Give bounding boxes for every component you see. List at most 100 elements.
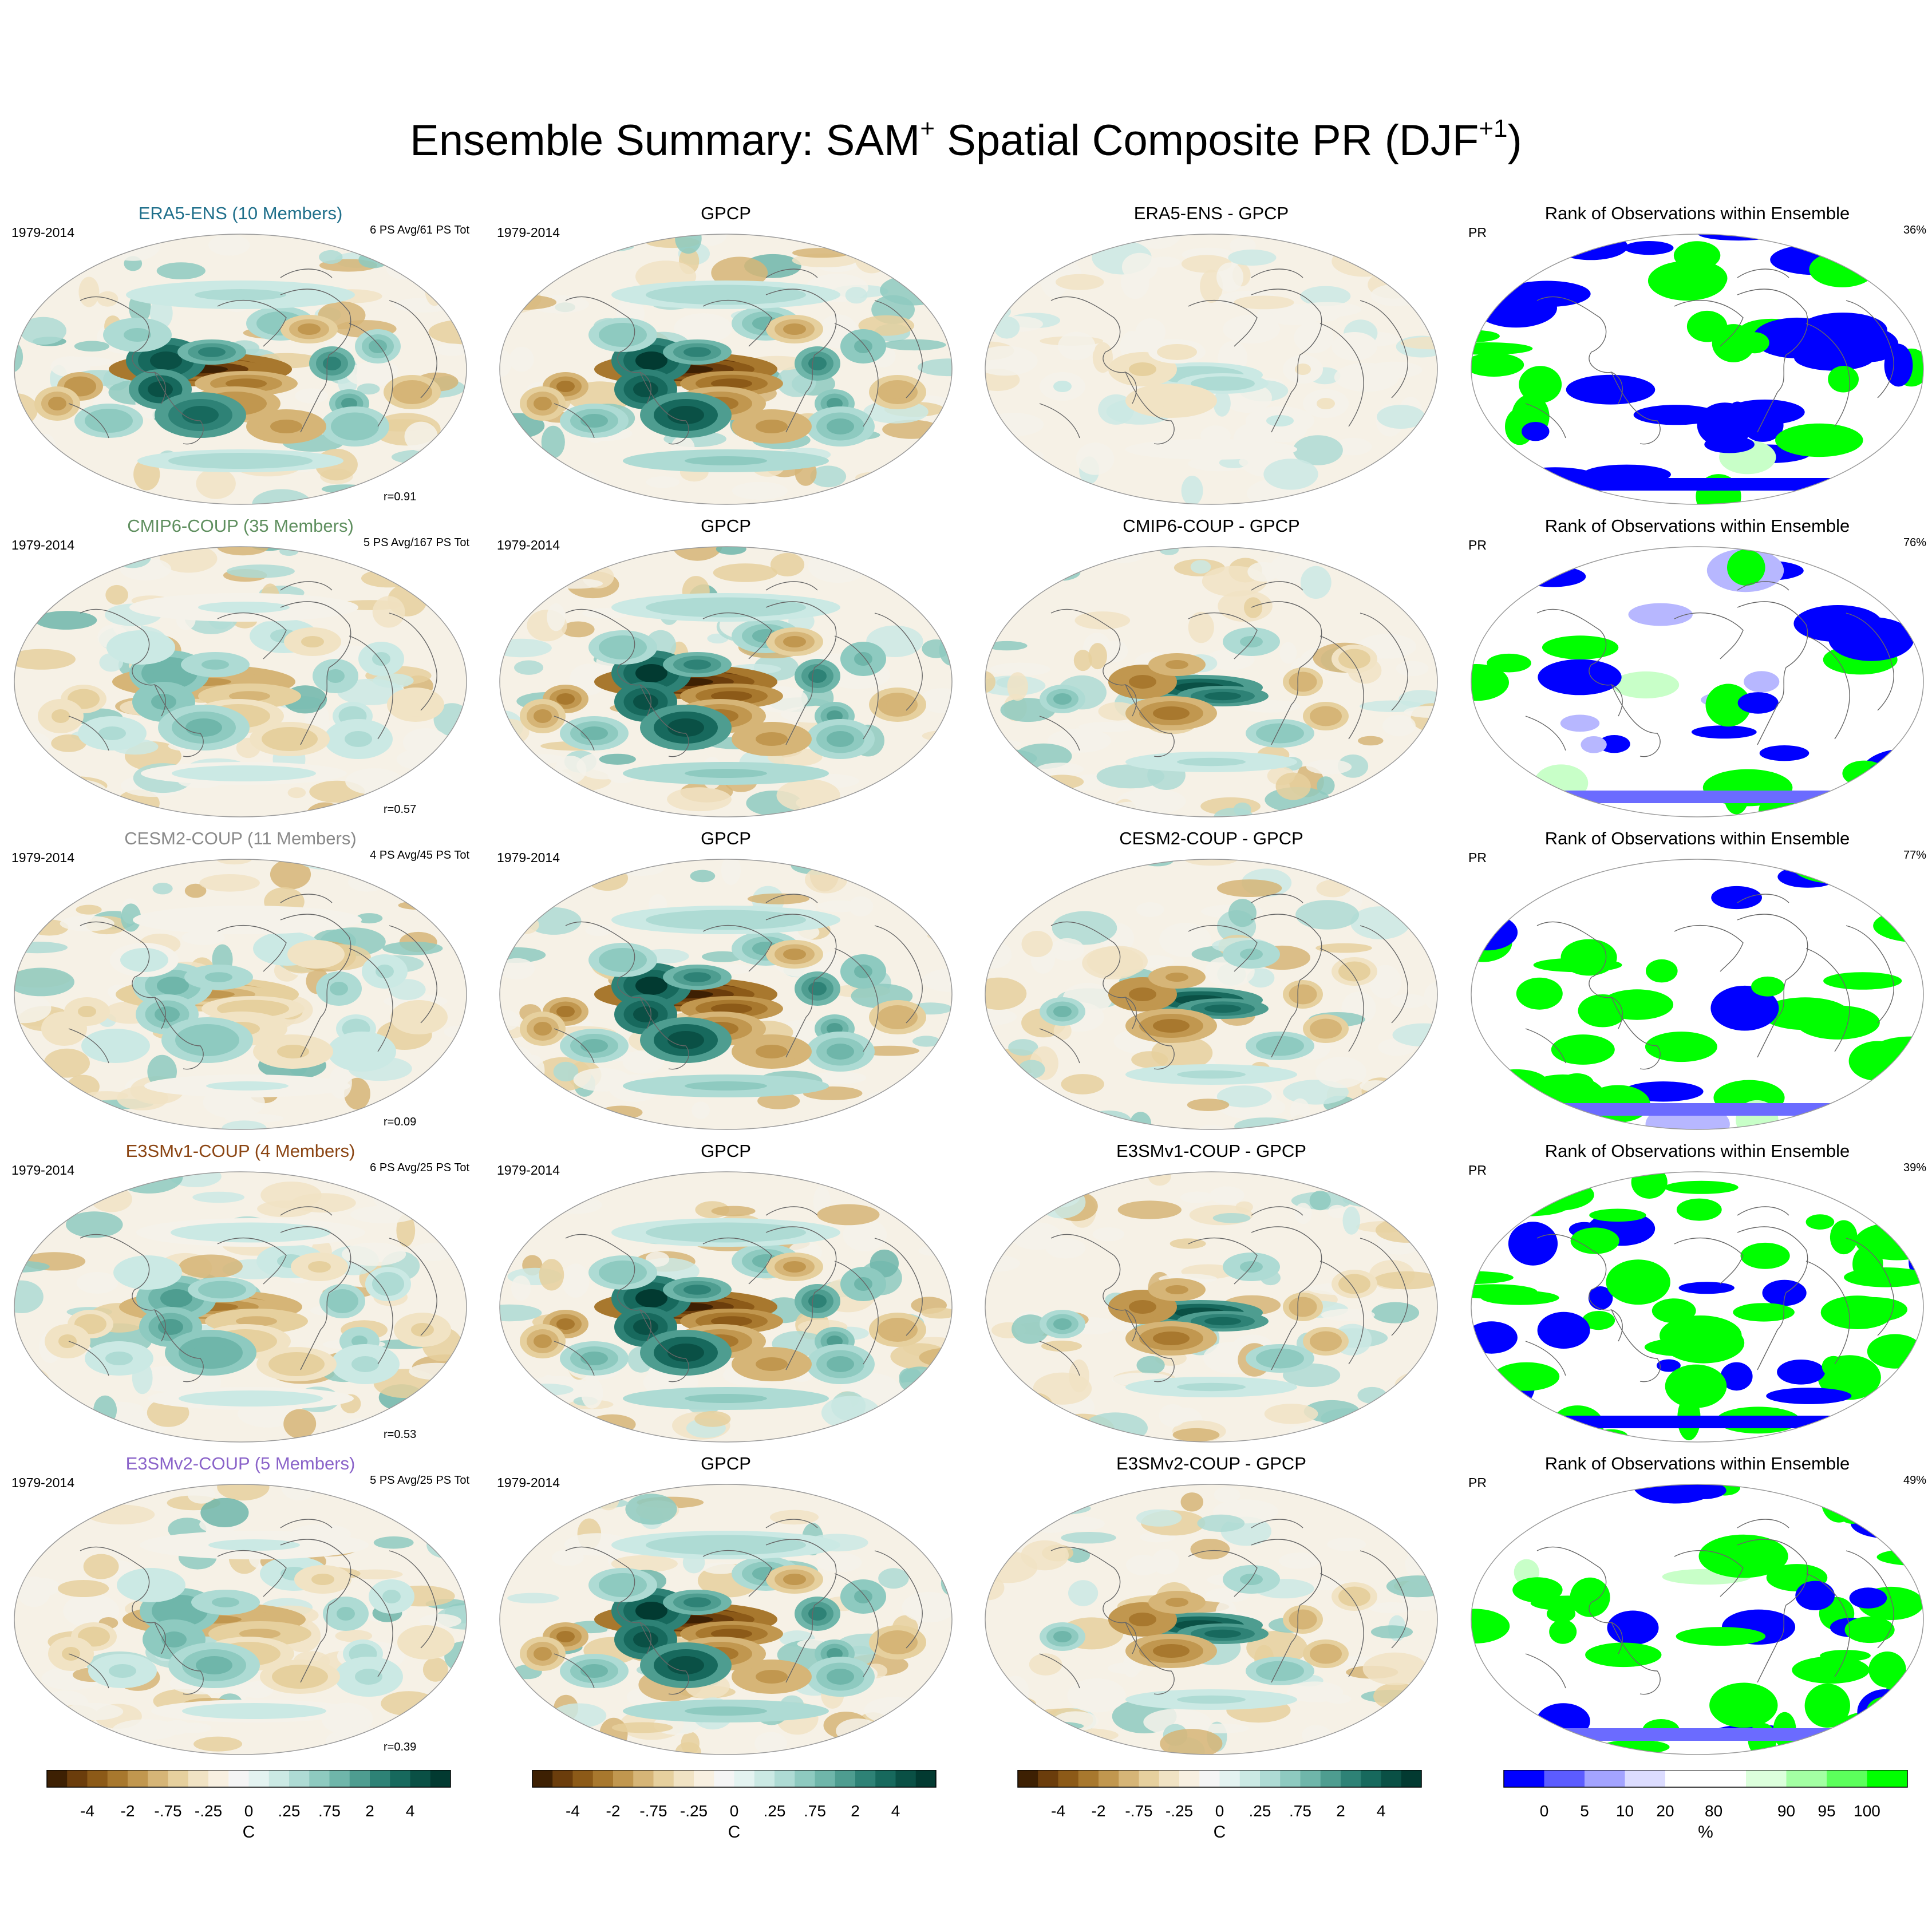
colorbar-svg (1503, 1770, 1908, 1788)
anomaly-feature (206, 1081, 289, 1091)
coastline (639, 1622, 689, 1695)
anomaly-blob (890, 1494, 952, 1513)
anomaly-blob (675, 1742, 701, 1755)
anomaly-feature (341, 418, 369, 434)
anomaly-feature (348, 1044, 376, 1060)
coastline (1251, 894, 1303, 903)
coastline (554, 1028, 595, 1064)
coastline (68, 403, 109, 438)
anomaly-feature (326, 669, 345, 683)
anomaly-blob (500, 958, 535, 980)
anomaly-blob (1040, 775, 1084, 789)
anomaly-feature (685, 1706, 767, 1716)
coastline (68, 1341, 109, 1376)
colorbar-box (1018, 1770, 1038, 1787)
anomaly-feature (1345, 341, 1364, 352)
anomaly-feature (1266, 1353, 1294, 1364)
rank-cell-cluster (1475, 794, 1531, 812)
colorbar-tick-label: .75 (1289, 1802, 1311, 1820)
rank-map (1471, 1484, 1924, 1755)
anomaly-blob (1058, 331, 1096, 361)
anomaly-feature (109, 1664, 136, 1678)
anomaly-blob (1024, 451, 1044, 461)
anomaly-feature (85, 1631, 103, 1642)
anomaly-blob (551, 470, 603, 501)
colorbar-box (795, 1770, 815, 1787)
colorbar-box (734, 1770, 755, 1787)
anomaly-blob (540, 1741, 595, 1755)
anomaly-blob (867, 1090, 926, 1105)
colorbar-box (532, 1770, 553, 1787)
rank-cell-cluster (1840, 1484, 1909, 1499)
anomaly-blob (156, 262, 206, 279)
anomaly-feature (192, 1344, 229, 1362)
anomaly-feature (337, 1607, 355, 1621)
anomaly-blob (421, 1733, 441, 1752)
anomaly-blob (1190, 560, 1211, 574)
anomaly-blob (414, 559, 448, 583)
anomaly-blob (1212, 1213, 1251, 1223)
anomaly-blob (14, 1199, 77, 1214)
colorbar-tick-label: -.75 (1125, 1802, 1153, 1820)
coastline (1050, 609, 1137, 717)
anomaly-blob (521, 1054, 545, 1086)
anomaly-blob (1037, 762, 1084, 776)
colorbar-box (128, 1770, 148, 1787)
anomaly-blob (1007, 672, 1028, 701)
anomaly-blob (53, 489, 96, 504)
anomaly-feature (153, 664, 185, 682)
anomaly-blob (1073, 650, 1092, 671)
coastline (565, 296, 651, 404)
rank-band (1471, 478, 1923, 491)
anomaly-blob (986, 1180, 1025, 1202)
rank-cell-cluster (1679, 1484, 1726, 1499)
coastline (1611, 1309, 1661, 1382)
observation-map (499, 1171, 953, 1443)
anomaly-feature (635, 664, 667, 682)
rank-cell-cluster (1612, 671, 1680, 699)
panel-observation: GPCP 1979-2014 (497, 203, 955, 524)
anomaly-blob (1264, 1404, 1318, 1424)
anomaly-blob (93, 1395, 117, 1425)
anomaly-feature (556, 693, 575, 705)
rank-cell-cluster (1795, 1581, 1835, 1610)
anomaly-blob (1300, 566, 1332, 599)
anomaly-blob (1216, 879, 1282, 897)
coastline (1251, 1206, 1303, 1216)
anomaly-blob (415, 1172, 467, 1190)
rank-cell-cluster (1822, 1356, 1846, 1377)
anomaly-blob (1246, 1630, 1307, 1665)
anomaly-blob (1121, 252, 1158, 282)
anomaly-blob (1016, 1392, 1053, 1419)
difference-map (985, 1484, 1438, 1755)
anomaly-blob (1335, 1738, 1398, 1755)
period-label: 1979-2014 (11, 850, 74, 865)
anomaly-blob (1300, 286, 1351, 307)
anomaly-blob (500, 252, 535, 284)
colorbar-unit-label: % (1698, 1823, 1713, 1842)
anomaly-blob (1056, 1113, 1103, 1129)
anomaly-blob (1370, 1208, 1437, 1220)
anomaly-blob (14, 867, 38, 896)
anomaly-feature (239, 1629, 280, 1639)
anomaly-blob (97, 796, 116, 808)
anomaly-feature (148, 381, 173, 397)
anomaly-feature (1204, 1317, 1241, 1326)
coastline (1846, 1238, 1894, 1336)
anomaly-blob (14, 649, 76, 670)
anomaly-blob (1008, 1039, 1038, 1056)
rank-cell-cluster (1775, 423, 1863, 457)
anomaly-feature (783, 323, 806, 335)
panel-title: E3SMv2-COUP - GPCP (1116, 1453, 1306, 1473)
anomaly-blob (732, 481, 788, 500)
anomaly-feature (1165, 660, 1188, 669)
anomaly-feature (783, 949, 806, 960)
anomaly-blob (1088, 643, 1107, 670)
ensemble-map (14, 1171, 467, 1443)
anomaly-blob (1126, 1555, 1160, 1575)
anomaly-feature (1153, 1019, 1190, 1033)
rank-cell-cluster (1796, 1005, 1880, 1040)
coastline (1125, 997, 1175, 1070)
rank-cell-cluster (1601, 1740, 1670, 1755)
